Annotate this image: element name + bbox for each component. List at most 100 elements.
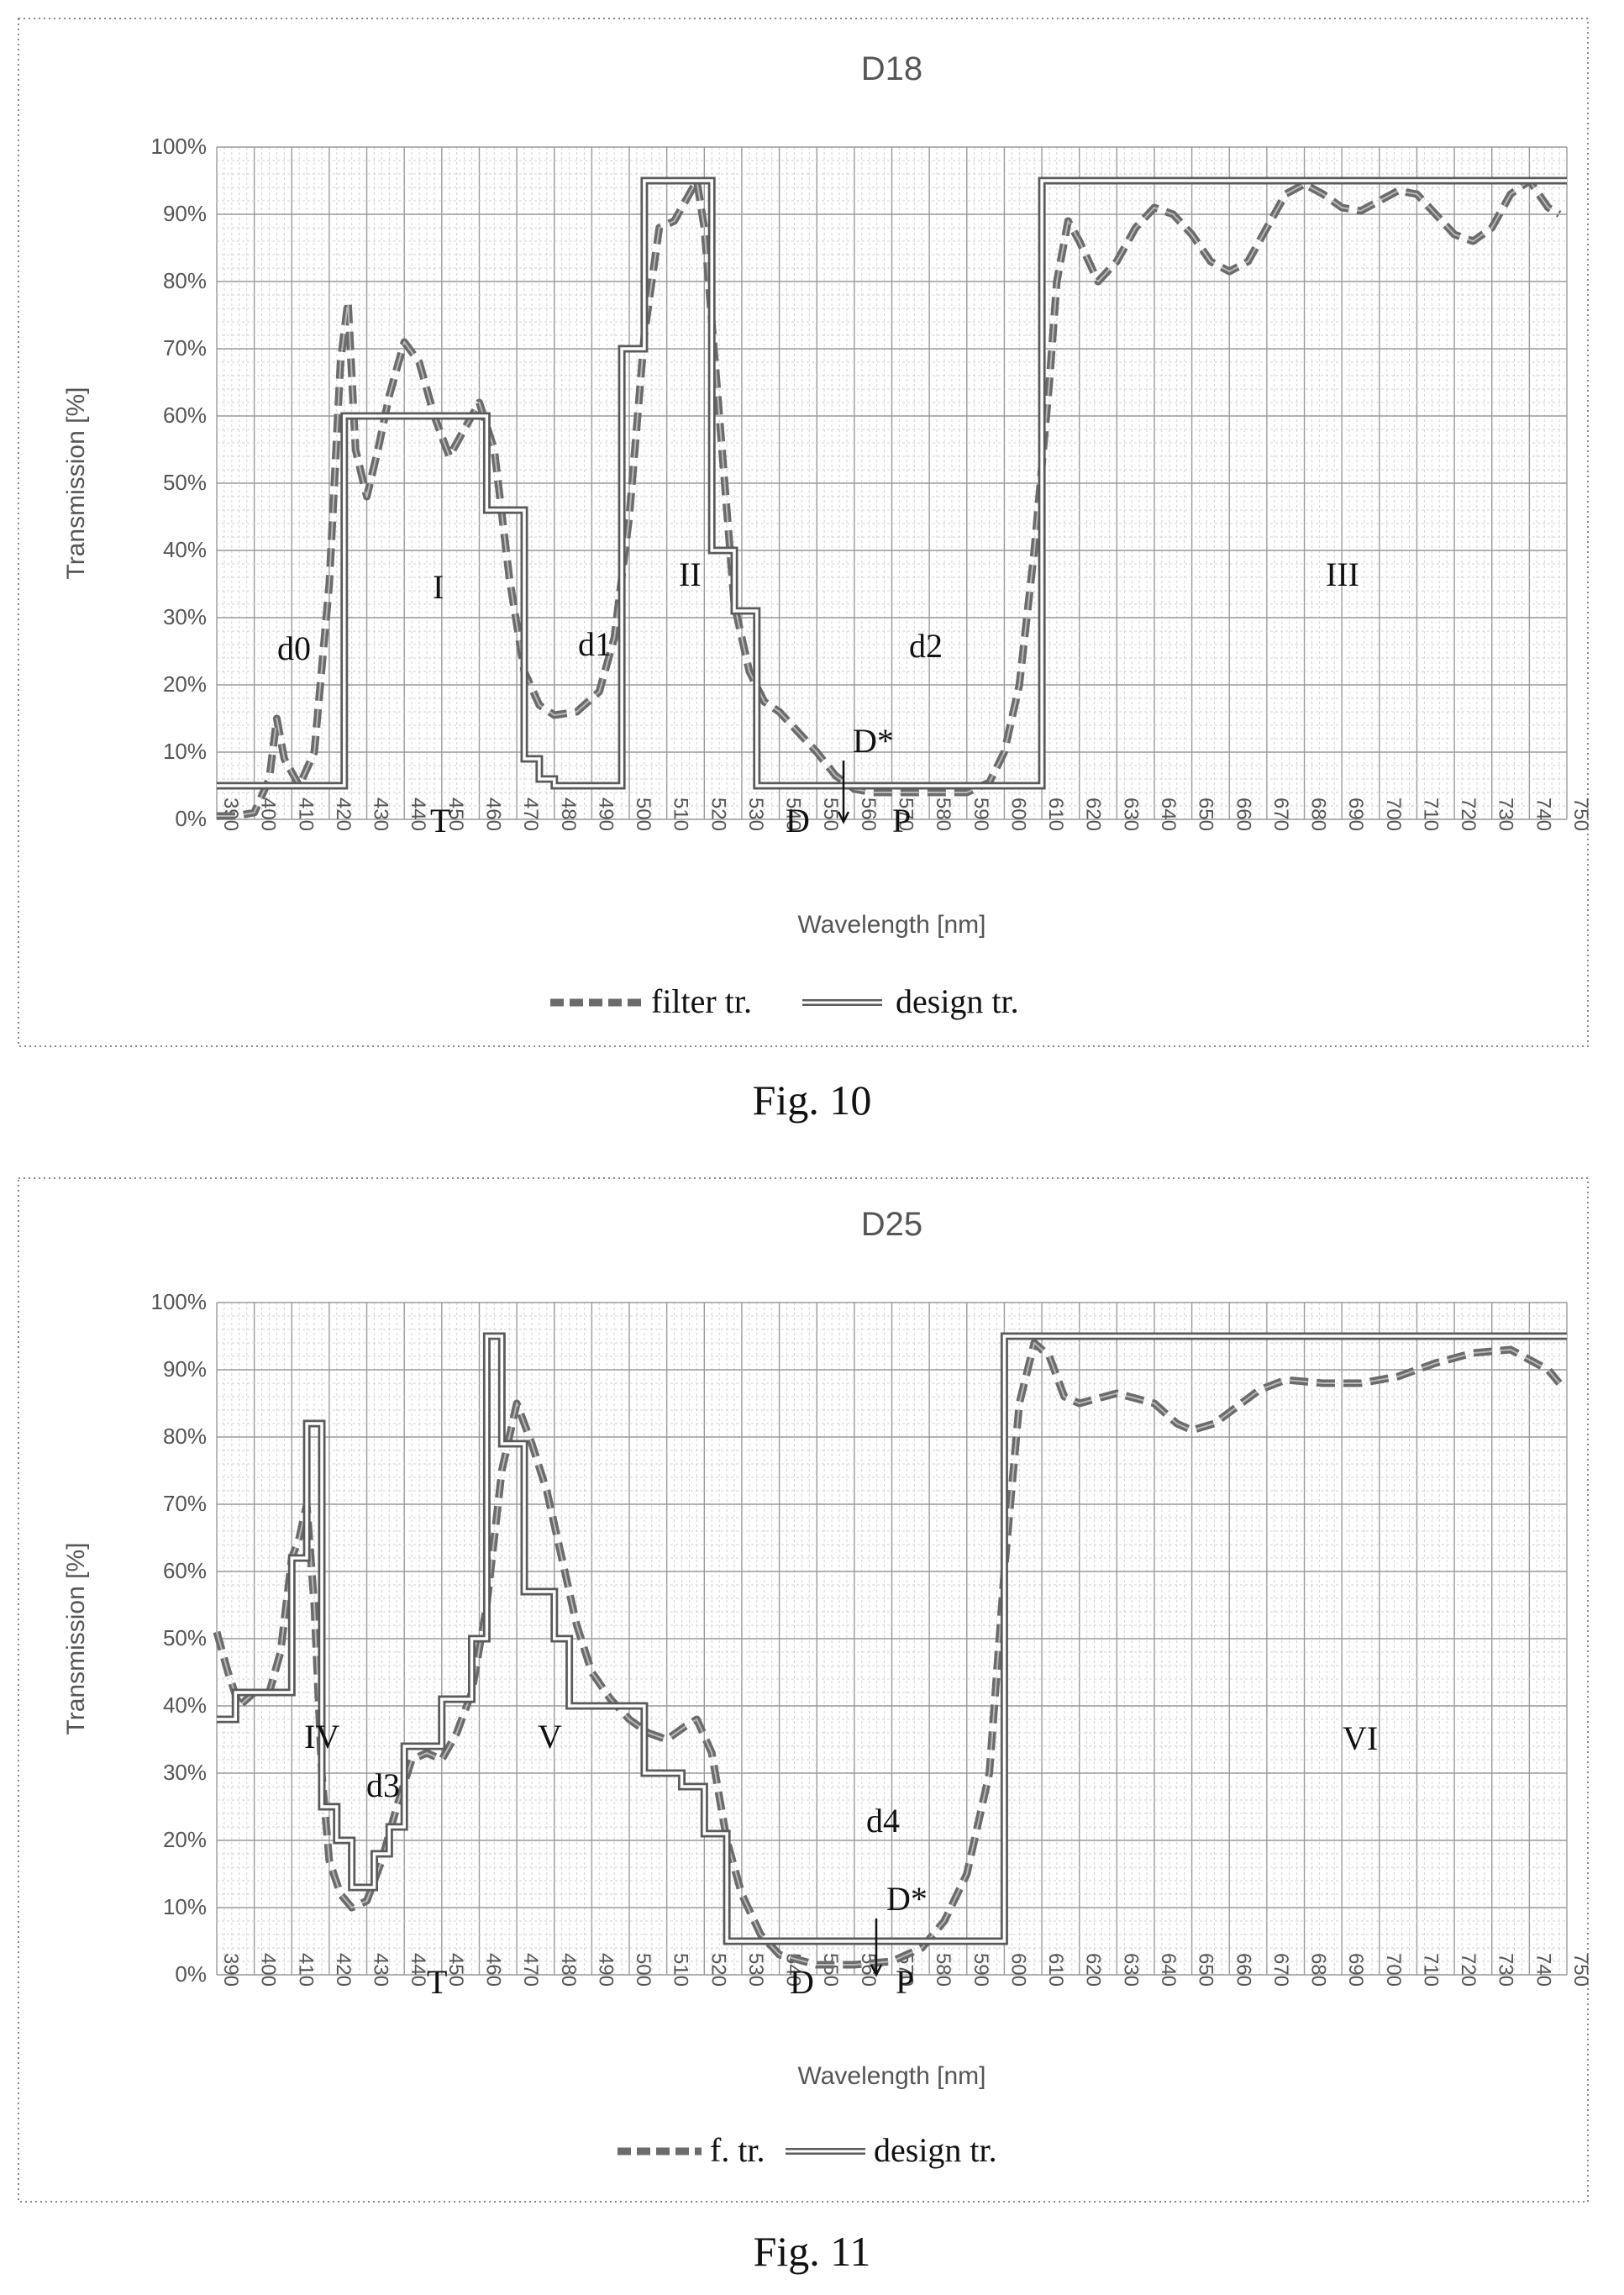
x-tick-label: 390 <box>219 1953 242 1987</box>
x-tick-label: 620 <box>1082 797 1105 831</box>
legend: filter tr. design tr. <box>550 982 1019 1020</box>
y-tick-label: 30% <box>163 1760 207 1785</box>
x-tick-label: 720 <box>1457 1953 1479 1987</box>
y-tick-label: 0% <box>175 806 207 831</box>
x-tick-label: 440 <box>407 797 429 831</box>
x-tick-label: 750 <box>1569 1953 1592 1987</box>
annotation-d2: d2 <box>909 627 943 665</box>
x-tick-label: 480 <box>557 797 580 831</box>
chart-title: D18 <box>861 50 922 87</box>
series-design <box>217 1332 1567 1945</box>
design-line-inner <box>217 1334 1567 1943</box>
y-tick-label: 40% <box>163 1692 207 1718</box>
chart-title: D25 <box>861 1206 922 1243</box>
x-tick-label: 690 <box>1344 1953 1367 1987</box>
x-tick-label: 530 <box>744 797 767 831</box>
x-tick-label: 430 <box>370 797 392 831</box>
annotation-p: P <box>892 802 911 840</box>
annotation-t: T <box>427 1963 447 2001</box>
series-filter <box>213 1339 1563 1969</box>
x-axis-label: Wavelength [nm] <box>798 911 986 939</box>
annotation-d-star: D* <box>886 1880 928 1918</box>
x-tick-label: 620 <box>1082 1953 1105 1987</box>
y-tick-label: 30% <box>163 604 207 629</box>
legend-label-design: design tr. <box>896 982 1019 1020</box>
grid-lines <box>216 146 1568 820</box>
x-tick-label: 660 <box>1232 1953 1254 1987</box>
x-tick-label: 460 <box>481 1953 504 1987</box>
x-tick-label: 500 <box>632 1953 654 1987</box>
annotation-arrowhead <box>837 811 850 824</box>
x-axis-label: Wavelength [nm] <box>798 2062 986 2090</box>
x-tick-label: 420 <box>332 797 355 831</box>
x-tick-label: 600 <box>1006 1953 1029 1987</box>
annotation-d3: d3 <box>366 1766 400 1804</box>
x-tick-label: 730 <box>1495 797 1517 831</box>
y-axis-label: Transmission [%] <box>62 1543 90 1735</box>
x-tick-label: 580 <box>932 797 954 831</box>
annotation-d: D <box>786 802 810 840</box>
x-tick-label: 470 <box>519 1953 542 1987</box>
x-tick-label: 670 <box>1269 797 1292 831</box>
y-tick-label: 0% <box>175 1961 207 1987</box>
y-tick-label: 20% <box>163 1827 207 1852</box>
x-tick-label: 700 <box>1382 1953 1405 1987</box>
x-tick-label: 610 <box>1044 1953 1067 1987</box>
x-tick-label: 540 <box>782 797 805 831</box>
x-tick-label: 650 <box>1195 1953 1217 1987</box>
x-tick-label: 740 <box>1532 1953 1554 1987</box>
x-tick-label: 550 <box>819 1953 842 1987</box>
chart-frame <box>18 18 1589 1047</box>
annotation-d1: d1 <box>578 625 612 663</box>
x-tick-label: 680 <box>1307 797 1330 831</box>
y-tick-label: 70% <box>163 1491 207 1516</box>
figure-11-caption: Fig. 11 <box>753 2228 871 2275</box>
legend-label-filter: f. tr. <box>710 2131 765 2169</box>
filter-line-highlight <box>217 180 1560 817</box>
y-tick-label: 80% <box>163 268 207 293</box>
y-tick-label: 100% <box>151 134 208 159</box>
y-tick-label: 100% <box>151 1289 208 1314</box>
annotation-i: I <box>433 568 444 606</box>
y-tick-label: 60% <box>163 403 207 428</box>
y-tick-label: 90% <box>163 1356 207 1382</box>
x-tick-label: 440 <box>407 1953 429 1987</box>
annotation-v: V <box>538 1718 562 1755</box>
legend: f. tr. design tr. <box>618 2131 997 2169</box>
x-tick-label: 450 <box>444 1953 467 1987</box>
x-tick-label: 490 <box>594 1953 617 1987</box>
x-tick-label: 600 <box>1006 797 1029 831</box>
y-tick-label: 40% <box>163 537 207 562</box>
annotation-vi: VI <box>1343 1719 1378 1757</box>
x-tick-label: 650 <box>1195 797 1217 831</box>
x-tick-label: 640 <box>1157 797 1180 831</box>
x-tick-label: 510 <box>670 797 692 831</box>
annotation-t: T <box>430 802 450 840</box>
x-tick-label: 480 <box>557 1953 580 1987</box>
annotation-iii: III <box>1326 555 1359 593</box>
x-tick-label: 640 <box>1157 1953 1180 1987</box>
y-tick-label: 10% <box>163 1894 207 1919</box>
annotation-d0: d0 <box>277 629 311 667</box>
series-design <box>217 176 1567 790</box>
annotation-d-star: D* <box>853 722 894 760</box>
annotation-d: D <box>790 1963 814 2001</box>
filter-line <box>213 1339 1563 1969</box>
x-tick-label: 570 <box>895 797 917 831</box>
x-tick-label: 610 <box>1044 797 1067 831</box>
x-tick-label: 450 <box>444 797 467 831</box>
annotation-iv: IV <box>304 1718 339 1755</box>
legend-label-filter: filter tr. <box>651 982 752 1020</box>
annotation-d4: d4 <box>866 1802 900 1840</box>
y-tick-label: 80% <box>163 1424 207 1449</box>
figure-10-caption: Fig. 10 <box>752 1076 872 1124</box>
figure-10-panel: D18 0% 10% 20% 30% 40% 50% 60% 70% 80% 90% 100% 390 4… <box>0 0 1624 1143</box>
x-tick-label: 400 <box>257 797 280 831</box>
x-tick-label: 410 <box>294 1953 317 1987</box>
chart-frame <box>18 1177 1589 2203</box>
x-tick-label: 460 <box>481 797 504 831</box>
y-tick-label: 90% <box>163 201 207 226</box>
figure-11-panel: D25 0% 10% 20% 30% 40% 50% 60% 70% 80% 90% 100% 390 4… <box>0 1160 1624 2295</box>
x-tick-label: 520 <box>707 1953 729 1987</box>
x-tick-label: 730 <box>1495 1953 1517 1987</box>
